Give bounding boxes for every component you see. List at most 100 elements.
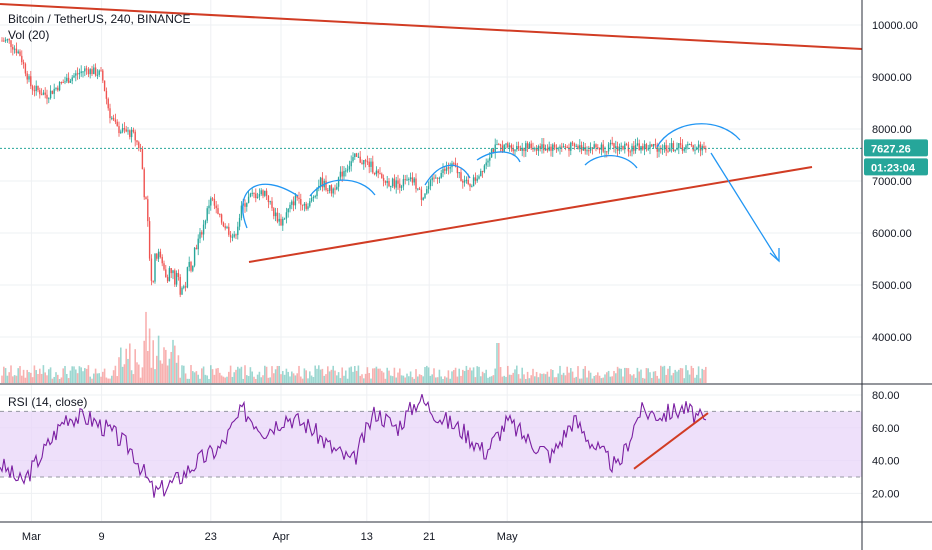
volume-legend[interactable]: Vol (20) <box>8 28 50 42</box>
candle-body <box>399 183 401 188</box>
volume-bar <box>453 370 455 383</box>
volume-bar <box>334 370 336 383</box>
drawing-annotations[interactable] <box>242 123 780 263</box>
volume-bar <box>705 366 707 383</box>
volume-bar <box>458 368 460 383</box>
volume-bar <box>289 376 291 383</box>
candle-body <box>91 69 93 75</box>
candle-body <box>301 204 304 206</box>
volume-bar <box>179 377 181 383</box>
candle-body <box>393 178 396 188</box>
candle-body <box>67 77 70 83</box>
trendlines[interactable] <box>0 3 863 263</box>
candlesticks[interactable] <box>1 37 707 298</box>
volume-bar <box>17 368 19 383</box>
volume-bar <box>283 374 286 383</box>
volume-bar <box>98 373 100 383</box>
candle-body <box>667 150 669 152</box>
candle-body <box>661 149 664 151</box>
volume-bar <box>168 358 171 383</box>
volume-bar <box>388 370 390 383</box>
time-axis[interactable]: Mar 9 23 Apr 13 21 May <box>22 531 518 543</box>
rsi-band <box>0 410 862 478</box>
candle-body <box>415 178 417 189</box>
price-axis[interactable]: 10000.00 9000.00 8000.00 7000.00 6000.00 5000… <box>872 20 918 344</box>
volume-bar <box>600 378 603 383</box>
volume-bar <box>656 375 658 383</box>
candle-body <box>309 201 311 207</box>
volume-bar <box>229 365 232 383</box>
candle-body <box>379 173 381 175</box>
candle-body <box>156 253 158 259</box>
candle-body <box>701 146 703 151</box>
rsi-legend[interactable]: RSI (14, close) <box>8 395 88 409</box>
volume-bar <box>199 378 201 383</box>
candle-body <box>161 256 163 264</box>
rsi-axis[interactable]: 80.00 60.00 40.00 20.00 <box>872 390 900 500</box>
volume-bar <box>42 365 45 383</box>
volume-bar <box>336 375 338 383</box>
arc-annotation <box>424 164 471 186</box>
candle-body <box>629 151 631 153</box>
volume-bar <box>654 371 657 383</box>
volume-bar <box>652 371 655 383</box>
volume-bar <box>287 371 289 383</box>
candle-body <box>573 143 576 147</box>
candle-body <box>683 149 685 151</box>
volume-bar <box>177 355 180 383</box>
volume-bar <box>526 371 529 383</box>
candle-body <box>431 177 433 181</box>
candle-body <box>642 146 644 150</box>
candle-body <box>588 150 590 152</box>
volume-bar <box>3 366 5 383</box>
candle-body <box>699 144 702 151</box>
candle-body <box>436 177 439 179</box>
candle-body <box>494 144 496 153</box>
volume-bar <box>240 366 243 383</box>
volume-bar <box>589 372 592 383</box>
volume-bar <box>188 378 190 383</box>
volume-bar <box>643 378 646 383</box>
candle-body <box>539 146 541 149</box>
candle-body <box>624 143 626 150</box>
candle-body <box>219 214 221 216</box>
candle-body <box>474 177 477 181</box>
candle-body <box>438 177 441 179</box>
candle-body <box>114 119 117 122</box>
candle-body <box>39 90 41 95</box>
volume-bar <box>40 373 43 383</box>
price-tick-label: 6000.00 <box>872 228 912 240</box>
volume-bar <box>660 365 662 383</box>
volume-bar <box>607 370 610 383</box>
volume-bar <box>123 364 126 383</box>
volume-bar <box>260 377 262 383</box>
candle-body <box>532 148 534 150</box>
volume-bar <box>60 377 63 383</box>
volume-bar <box>672 372 675 383</box>
volume-bar <box>262 375 264 383</box>
candle-body <box>688 144 691 146</box>
candle-body <box>391 178 394 187</box>
candle-body <box>51 90 54 94</box>
volume-bar <box>462 369 464 383</box>
candle-body <box>273 208 275 217</box>
candle-body <box>669 147 671 151</box>
candle-body <box>48 98 50 100</box>
volume-bar <box>541 373 543 383</box>
candle-body <box>251 192 253 194</box>
candle-body <box>276 212 279 222</box>
symbol-legend[interactable]: Bitcoin / TetherUS, 240, BINANCE <box>8 12 191 26</box>
volume-bar <box>694 377 696 383</box>
candle-body <box>402 179 405 187</box>
candle-body <box>359 156 361 163</box>
candle-body <box>152 280 154 282</box>
candle-body <box>296 195 298 198</box>
candle-body <box>111 117 113 119</box>
volume-bar <box>46 375 48 383</box>
volume-bar <box>553 377 556 383</box>
rsi-band-fill <box>0 411 862 477</box>
candle-body <box>75 73 77 76</box>
volume-bar <box>156 355 158 383</box>
candle-body <box>337 177 340 187</box>
